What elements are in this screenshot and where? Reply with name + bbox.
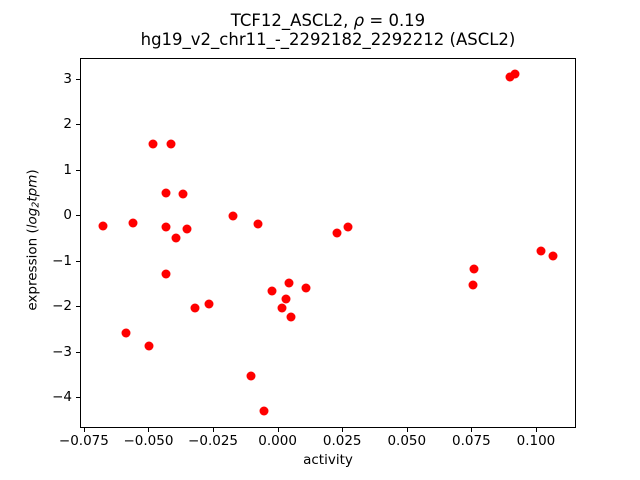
scatter-point [343, 222, 353, 232]
scatter-point [161, 188, 171, 197]
scatter-point [166, 139, 176, 149]
scatter-point [182, 224, 192, 234]
x-tick-mark [342, 427, 344, 432]
scatter-point [277, 303, 287, 312]
y-tick-label: −1 [52, 252, 72, 269]
scatter-point [128, 218, 138, 227]
x-tick-mark [471, 427, 473, 432]
chart-subtitle: hg19_v2_chr11_-_2292182_2292212 (ASCL2) [140, 29, 516, 49]
scatter-point [284, 278, 294, 288]
x-axis-label: activity [303, 452, 353, 468]
y-tick-label: −2 [52, 298, 72, 315]
scatter-point [281, 294, 291, 304]
scatter-point [259, 406, 269, 416]
ylabel-tpm: tpm [24, 174, 41, 202]
y-tick-label: 2 [63, 116, 72, 133]
x-tick-label: 0.050 [387, 433, 427, 449]
x-tick-mark [148, 427, 150, 432]
scatter-point [121, 328, 131, 338]
scatter-point [468, 280, 478, 290]
x-tick-label: 0.100 [516, 433, 556, 449]
scatter-point [286, 312, 296, 322]
y-tick-mark [76, 124, 80, 126]
scatter-point [332, 228, 342, 237]
scatter-point [161, 222, 171, 232]
y-tick-label: 3 [63, 70, 72, 87]
y-tick-label: −4 [52, 389, 72, 406]
scatter-point [204, 299, 214, 309]
rho-symbol: ρ [353, 11, 365, 30]
chart-title: TCF12_ASCL2, ρ = 0.19 [80, 11, 576, 31]
scatter-point [536, 246, 546, 256]
x-tick-mark [277, 427, 279, 432]
scatter-point [510, 69, 520, 79]
x-tick-mark [213, 427, 215, 432]
x-tick-label: −0.025 [188, 433, 239, 449]
scatter-point [469, 264, 479, 274]
x-tick-mark [83, 427, 85, 432]
y-tick-mark [76, 169, 80, 171]
y-tick-mark [76, 306, 80, 308]
scatter-point [301, 283, 311, 293]
y-tick-mark [76, 351, 80, 353]
scatter-point [505, 72, 515, 82]
scatter-point [228, 211, 238, 221]
y-tick-label: 0 [63, 207, 72, 224]
x-tick-label: −0.075 [58, 433, 109, 449]
y-tick-mark [76, 78, 80, 80]
x-tick-label: 0.000 [258, 433, 297, 449]
chart-title-block: TCF12_ASCL2, ρ = 0.19 hg19_v2_chr11_-_22… [80, 11, 576, 49]
scatter-point [144, 341, 154, 351]
scatter-point [98, 221, 108, 231]
title-prefix: TCF12_ASCL2, [230, 11, 354, 30]
y-tick-mark [76, 215, 80, 217]
y-tick-label: −3 [52, 343, 72, 360]
scatter-point [267, 286, 277, 296]
y-axis-label: expression (log2tpm) [24, 169, 41, 310]
y-tick-mark [76, 260, 80, 262]
y-tick-mark [76, 397, 80, 399]
scatter-point [148, 139, 158, 149]
scatter-point [178, 189, 188, 199]
x-tick-label: −0.050 [123, 433, 174, 449]
scatter-point [190, 303, 200, 313]
scatter-point [253, 219, 263, 229]
title-suffix: = 0.19 [364, 11, 426, 30]
scatter-point [161, 269, 171, 279]
y-tick-label: 1 [63, 161, 72, 178]
x-tick-mark [406, 427, 408, 432]
scatter-point [548, 251, 558, 261]
x-tick-label: 0.025 [322, 433, 362, 449]
scatter-point [246, 371, 256, 381]
x-tick-mark [535, 427, 537, 432]
plot-area [80, 57, 576, 428]
x-tick-label: 0.075 [452, 433, 491, 449]
scatter-point [171, 233, 181, 243]
